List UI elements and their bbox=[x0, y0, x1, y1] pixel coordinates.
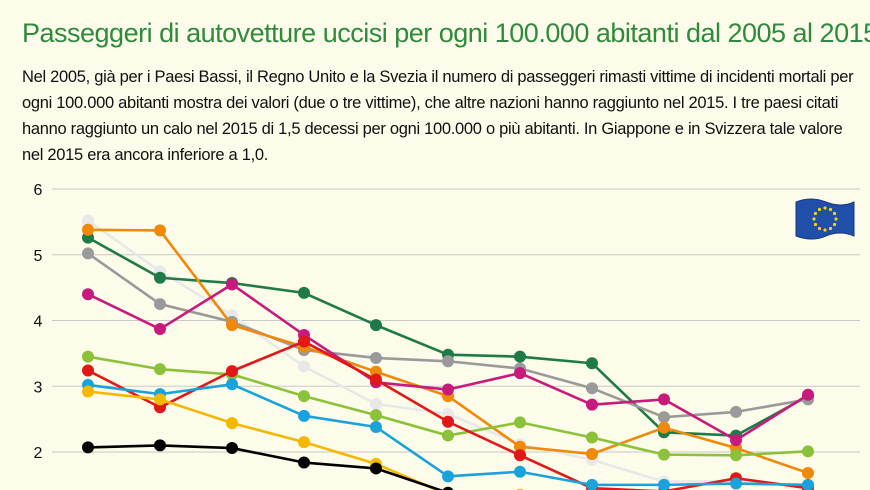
series-4 bbox=[82, 223, 814, 480]
data-point bbox=[298, 456, 310, 469]
data-point bbox=[514, 416, 526, 429]
data-point bbox=[370, 351, 382, 364]
data-point bbox=[586, 382, 598, 395]
eu-star-icon bbox=[823, 206, 827, 210]
eu-star-icon bbox=[828, 207, 833, 212]
data-point bbox=[154, 298, 166, 311]
y-tick-label: 5 bbox=[34, 248, 43, 265]
data-point bbox=[82, 364, 94, 377]
eu-star-icon bbox=[817, 226, 822, 231]
data-point bbox=[514, 449, 526, 462]
data-point bbox=[154, 393, 166, 406]
chart-subtitle: Nel 2005, già per i Paesi Bassi, il Regn… bbox=[22, 68, 854, 164]
eu-star-icon bbox=[812, 217, 816, 221]
data-point bbox=[370, 421, 382, 434]
data-point bbox=[298, 409, 310, 422]
series-line bbox=[87, 390, 441, 490]
data-point bbox=[586, 357, 598, 370]
eu-star-icon bbox=[834, 217, 838, 221]
data-point bbox=[802, 478, 814, 490]
data-point bbox=[226, 365, 238, 378]
data-point bbox=[82, 247, 94, 260]
data-point bbox=[298, 360, 310, 373]
grid bbox=[52, 188, 860, 453]
series-6 bbox=[82, 350, 814, 462]
data-point bbox=[226, 278, 238, 291]
data-point bbox=[298, 390, 310, 403]
data-point bbox=[298, 436, 310, 449]
data-point bbox=[370, 409, 382, 422]
eu-star-icon bbox=[823, 228, 827, 232]
data-point bbox=[514, 367, 526, 380]
eu-star-icon bbox=[832, 211, 837, 216]
series-10 bbox=[82, 439, 454, 490]
data-point bbox=[82, 288, 94, 301]
y-tick-label: 6 bbox=[34, 182, 43, 199]
eu-star-icon bbox=[813, 222, 818, 227]
data-point bbox=[586, 398, 598, 411]
data-point bbox=[82, 441, 94, 454]
eu-flag-icon bbox=[795, 198, 855, 240]
data-point bbox=[514, 465, 526, 478]
data-point bbox=[730, 434, 742, 447]
data-point bbox=[154, 271, 166, 284]
y-tick-label: 3 bbox=[34, 379, 43, 396]
data-point bbox=[586, 478, 598, 490]
data-point bbox=[802, 467, 814, 480]
data-point bbox=[154, 363, 166, 376]
data-point bbox=[514, 350, 526, 363]
eu-star-icon bbox=[828, 226, 833, 231]
data-point bbox=[82, 385, 94, 398]
data-point bbox=[442, 415, 454, 428]
data-point bbox=[658, 393, 670, 406]
series-group bbox=[82, 214, 814, 490]
data-point bbox=[730, 405, 742, 418]
data-point bbox=[154, 323, 166, 336]
y-axis: 6 5 4 3 2 bbox=[34, 182, 43, 462]
data-point bbox=[226, 417, 238, 430]
data-point bbox=[586, 431, 598, 444]
data-point bbox=[226, 442, 238, 455]
series-line bbox=[87, 444, 444, 490]
data-point bbox=[442, 355, 454, 368]
data-point bbox=[370, 319, 382, 332]
eu-star-icon bbox=[813, 211, 818, 216]
data-point bbox=[82, 223, 94, 236]
data-point bbox=[442, 429, 454, 442]
data-point bbox=[82, 214, 94, 227]
data-point bbox=[154, 224, 166, 237]
data-point bbox=[658, 478, 670, 490]
data-point bbox=[802, 445, 814, 458]
y-tick-label: 2 bbox=[34, 445, 43, 462]
data-point bbox=[730, 449, 742, 462]
data-point bbox=[298, 286, 310, 299]
data-point bbox=[658, 421, 670, 434]
data-point bbox=[442, 383, 454, 396]
eu-star-icon bbox=[817, 207, 822, 212]
data-point bbox=[802, 388, 814, 401]
data-point bbox=[226, 319, 238, 332]
data-point bbox=[370, 398, 382, 411]
data-point bbox=[82, 350, 94, 363]
data-point bbox=[370, 462, 382, 475]
data-point bbox=[298, 335, 310, 348]
data-point bbox=[370, 373, 382, 386]
data-point bbox=[442, 486, 454, 490]
data-point bbox=[658, 448, 670, 461]
data-point bbox=[154, 439, 166, 452]
data-point bbox=[658, 411, 670, 424]
y-tick-label: 4 bbox=[34, 314, 43, 331]
data-point bbox=[226, 378, 238, 391]
chart-title: Passeggeri di autovetture uccisi per ogn… bbox=[22, 18, 870, 48]
series-line bbox=[87, 236, 809, 437]
eu-star-icon bbox=[832, 222, 837, 227]
data-point bbox=[442, 470, 454, 483]
data-point bbox=[586, 447, 598, 460]
data-point bbox=[514, 440, 526, 453]
data-point bbox=[730, 477, 742, 490]
